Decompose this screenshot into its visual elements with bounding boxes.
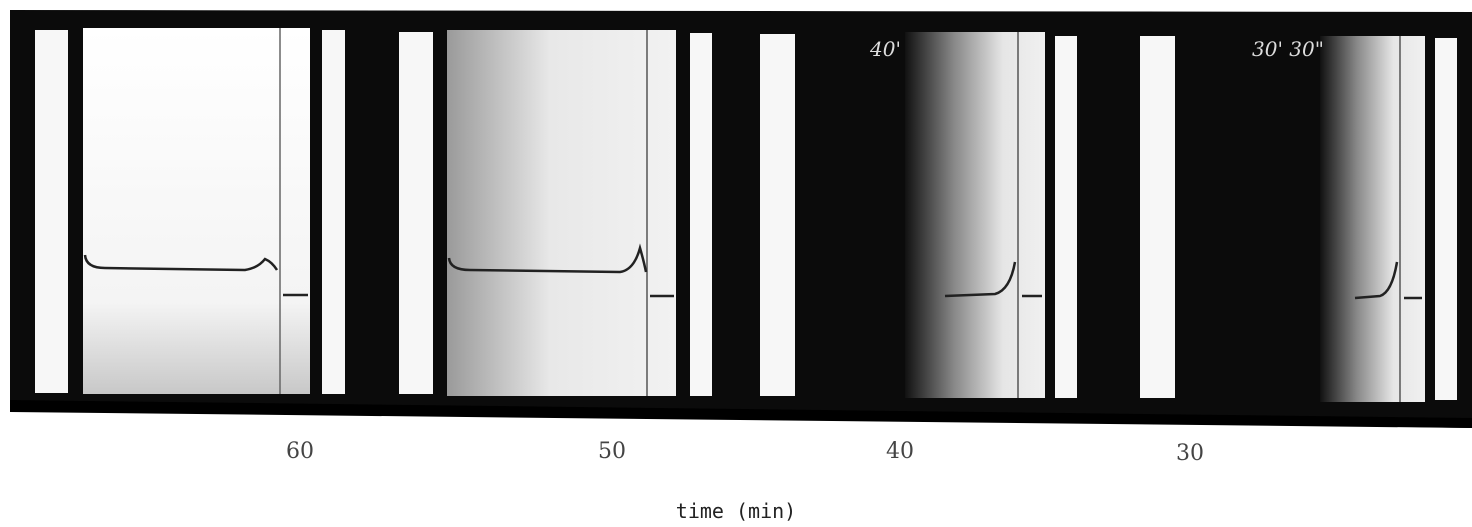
cell-image (447, 30, 676, 396)
schlieren-curve (1354, 261, 1422, 300)
time-label: 60 (286, 439, 314, 464)
film-edge (10, 400, 1472, 428)
reference-bar (760, 34, 795, 396)
film-strip (10, 10, 1472, 428)
time-label: 50 (598, 439, 626, 464)
frame: 40' (760, 32, 1077, 398)
reference-bar (35, 30, 68, 393)
handwritten-note: 30' 30" (1252, 37, 1324, 61)
reference-bar (1140, 36, 1175, 398)
schlieren-curve (944, 261, 1042, 298)
cell-image (1320, 36, 1425, 402)
schlieren-curve (83, 254, 308, 297)
schlieren-curve (447, 243, 674, 298)
reference-bar (322, 30, 345, 394)
reference-bar (690, 33, 712, 396)
time-label: 30 (1176, 441, 1204, 466)
handwritten-note: 40' (869, 37, 901, 61)
reference-bar (399, 32, 433, 394)
cell-image (905, 32, 1045, 398)
frame (35, 28, 345, 394)
reference-bar (1435, 38, 1457, 400)
frame (399, 30, 712, 396)
time-label: 40 (886, 439, 914, 464)
frame: 30' 30" (1140, 36, 1457, 402)
axis-title: time (min) (676, 499, 796, 523)
cell-image (83, 28, 310, 394)
reference-bar (1055, 36, 1077, 398)
